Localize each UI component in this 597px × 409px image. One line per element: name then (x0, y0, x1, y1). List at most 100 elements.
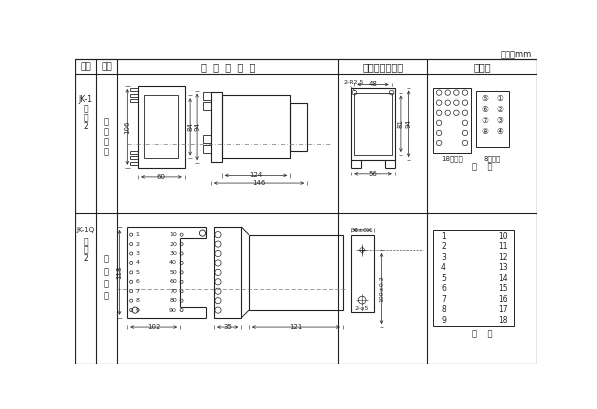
Text: 81: 81 (398, 119, 404, 128)
Text: 2-φ5: 2-φ5 (355, 306, 370, 311)
Bar (290, 103, 307, 151)
Text: 外  形  尺  寸  图: 外 形 尺 寸 图 (201, 62, 255, 72)
Text: ③: ③ (496, 116, 503, 125)
Bar (203, 92, 211, 100)
Text: 板: 板 (104, 255, 109, 264)
Text: 30: 30 (169, 251, 177, 256)
Text: ④: ④ (496, 127, 503, 136)
Text: 安装开孔尺寸图: 安装开孔尺寸图 (362, 62, 403, 72)
Text: 10: 10 (498, 231, 508, 240)
Text: 60: 60 (157, 174, 166, 180)
Text: ⑤: ⑤ (482, 94, 488, 103)
Bar (138, 86, 184, 168)
Text: ②: ② (496, 105, 503, 114)
Text: 60: 60 (169, 279, 177, 284)
Text: ⑧: ⑧ (482, 127, 488, 136)
Text: 84: 84 (187, 122, 193, 131)
Text: 2: 2 (83, 254, 88, 263)
Text: 106: 106 (124, 120, 130, 134)
Text: 30±0.1: 30±0.1 (350, 227, 374, 233)
Text: 10: 10 (169, 232, 177, 237)
Text: 7: 7 (441, 294, 446, 303)
Bar (203, 135, 211, 143)
Bar (350, 235, 374, 312)
Text: JK-1Q: JK-1Q (76, 227, 94, 233)
Text: 80: 80 (169, 298, 177, 303)
Text: 2-R2.5: 2-R2.5 (343, 81, 364, 85)
Text: 5: 5 (441, 274, 446, 283)
Text: 94: 94 (194, 122, 200, 131)
Text: 1: 1 (441, 231, 446, 240)
Text: 图: 图 (83, 245, 88, 254)
Text: 121: 121 (289, 324, 303, 330)
Text: 单位：mm: 单位：mm (501, 51, 532, 60)
Bar (211, 92, 222, 162)
Bar (203, 102, 211, 110)
Text: 20: 20 (169, 242, 177, 247)
Text: 4: 4 (136, 261, 140, 265)
Bar (433, 230, 514, 326)
Text: 正    视: 正 视 (472, 330, 493, 339)
Text: 附: 附 (83, 105, 88, 114)
Text: 146: 146 (253, 180, 266, 186)
Text: ⑥: ⑥ (482, 105, 488, 114)
Text: JK-1: JK-1 (78, 94, 93, 103)
Text: 6: 6 (136, 279, 139, 284)
Text: 图号: 图号 (80, 62, 91, 71)
Text: 12: 12 (498, 253, 508, 262)
Text: 结构: 结构 (101, 62, 112, 71)
Text: 16: 16 (498, 294, 508, 303)
Text: 接: 接 (104, 138, 109, 147)
Bar (355, 92, 392, 155)
Text: 40: 40 (169, 261, 177, 265)
Text: 118: 118 (116, 265, 122, 279)
Text: 6: 6 (441, 284, 446, 293)
Text: 8: 8 (441, 305, 446, 314)
Bar (214, 227, 241, 318)
Text: ⑦: ⑦ (482, 116, 488, 125)
Text: 7: 7 (136, 289, 140, 294)
Text: 5: 5 (136, 270, 139, 275)
Bar (222, 95, 290, 158)
Text: 35: 35 (223, 324, 232, 330)
Text: 17: 17 (498, 305, 508, 314)
Text: 板: 板 (104, 118, 109, 127)
Bar (433, 88, 472, 153)
Text: 线: 线 (104, 292, 109, 301)
Text: 56: 56 (368, 171, 377, 177)
Text: 14: 14 (498, 274, 508, 283)
Bar (351, 88, 395, 160)
Text: 11: 11 (498, 242, 508, 251)
Text: 背    视: 背 视 (472, 162, 493, 171)
Text: 102: 102 (147, 324, 161, 330)
Text: 15: 15 (498, 284, 508, 293)
Text: 48: 48 (368, 81, 377, 88)
Text: 124: 124 (250, 172, 263, 178)
Bar (476, 92, 509, 147)
Text: 18点端子: 18点端子 (441, 155, 463, 162)
Text: 4: 4 (441, 263, 446, 272)
Bar (249, 235, 343, 310)
Text: 附: 附 (83, 237, 88, 246)
Text: 50: 50 (169, 270, 177, 275)
Text: 70: 70 (169, 289, 177, 294)
Text: 线: 线 (104, 148, 109, 157)
Text: 端子图: 端子图 (473, 62, 491, 72)
Text: 94: 94 (405, 119, 412, 128)
Text: 后: 后 (104, 128, 109, 137)
Text: 前: 前 (104, 267, 109, 276)
Text: 3: 3 (136, 251, 140, 256)
Text: 2: 2 (83, 121, 88, 130)
Text: ①: ① (496, 94, 503, 103)
Text: 图: 图 (83, 113, 88, 122)
Bar (144, 95, 179, 158)
Text: 8: 8 (136, 298, 139, 303)
Text: 8点端子: 8点端子 (484, 155, 501, 162)
Text: 2: 2 (136, 242, 140, 247)
Text: 2: 2 (441, 242, 446, 251)
Text: 13: 13 (498, 263, 508, 272)
Bar (203, 145, 211, 153)
Text: 3: 3 (441, 253, 446, 262)
Text: 100±0.2: 100±0.2 (379, 275, 384, 302)
Text: 18: 18 (498, 316, 508, 325)
